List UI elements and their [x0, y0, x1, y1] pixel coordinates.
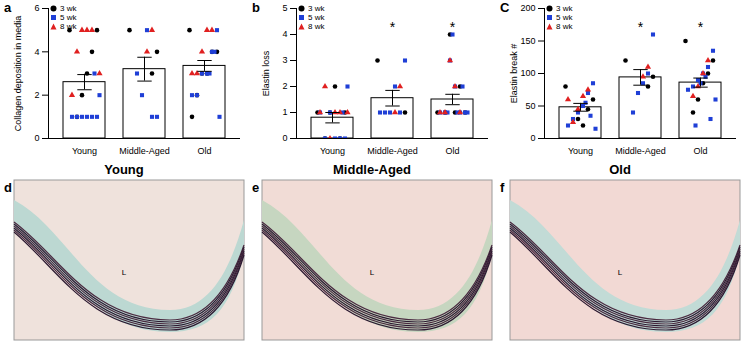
- svg-text:0: 0: [34, 133, 39, 143]
- html-text:C: C: [500, 0, 510, 15]
- svg-text:Old: Old: [445, 146, 459, 156]
- svg-text:5: 5: [282, 3, 287, 13]
- svg-text:*: *: [698, 19, 704, 35]
- svg-text:L: L: [618, 268, 623, 277]
- svg-text:Middle-Aged: Middle-Aged: [119, 146, 170, 156]
- svg-text:Collagen deposition in media: Collagen deposition in media: [13, 16, 23, 132]
- svg-text:200: 200: [520, 3, 535, 13]
- html-text:3 wk: 3 wk: [308, 4, 325, 13]
- svg-text:50: 50: [525, 101, 535, 111]
- svg-text:Elastin loss: Elastin loss: [261, 50, 271, 96]
- html-text:8 wk: 8 wk: [60, 22, 77, 31]
- svg-text:f: f: [500, 180, 505, 195]
- svg-text:Middle-Aged: Middle-Aged: [367, 146, 418, 156]
- svg-text:Young: Young: [568, 146, 593, 156]
- svg-text:4: 4: [34, 47, 39, 57]
- svg-text:6: 6: [34, 3, 39, 13]
- svg-text:Elastin break #: Elastin break #: [509, 44, 519, 104]
- svg-text:L: L: [122, 268, 127, 277]
- svg-text:*: *: [450, 19, 456, 35]
- svg-text:Young: Young: [104, 162, 144, 177]
- svg-text:100: 100: [520, 68, 535, 78]
- svg-text:e: e: [252, 180, 259, 195]
- html-text:5 wk: 5 wk: [60, 13, 77, 22]
- svg-text:Middle-Aged: Middle-Aged: [615, 146, 666, 156]
- html-text:5 wk: 5 wk: [556, 13, 573, 22]
- svg-text:Old: Old: [197, 146, 211, 156]
- svg-text:2: 2: [282, 81, 287, 91]
- html-text:3 wk: 3 wk: [556, 4, 573, 13]
- svg-text:0: 0: [282, 133, 287, 143]
- svg-text:d: d: [4, 180, 12, 195]
- svg-text:0: 0: [530, 133, 535, 143]
- svg-text:150: 150: [520, 36, 535, 46]
- svg-text:2: 2: [34, 90, 39, 100]
- svg-text:1: 1: [282, 107, 287, 117]
- html-text:3 wk: 3 wk: [60, 4, 77, 13]
- html-text:a: a: [4, 0, 12, 15]
- svg-text:4: 4: [282, 29, 287, 39]
- svg-text:Young: Young: [72, 146, 97, 156]
- svg-text:Young: Young: [320, 146, 345, 156]
- svg-text:Old: Old: [693, 146, 707, 156]
- svg-text:Old: Old: [609, 162, 631, 177]
- svg-text:L: L: [370, 268, 375, 277]
- svg-text:3: 3: [282, 55, 287, 65]
- html-text:8 wk: 8 wk: [308, 22, 325, 31]
- svg-text:Middle-Aged: Middle-Aged: [333, 162, 411, 177]
- html-text:b: b: [252, 0, 260, 15]
- svg-text:*: *: [390, 19, 396, 35]
- html-text:5 wk: 5 wk: [308, 13, 325, 22]
- svg-text:*: *: [638, 19, 644, 35]
- html-text:8 wk: 8 wk: [556, 22, 573, 31]
